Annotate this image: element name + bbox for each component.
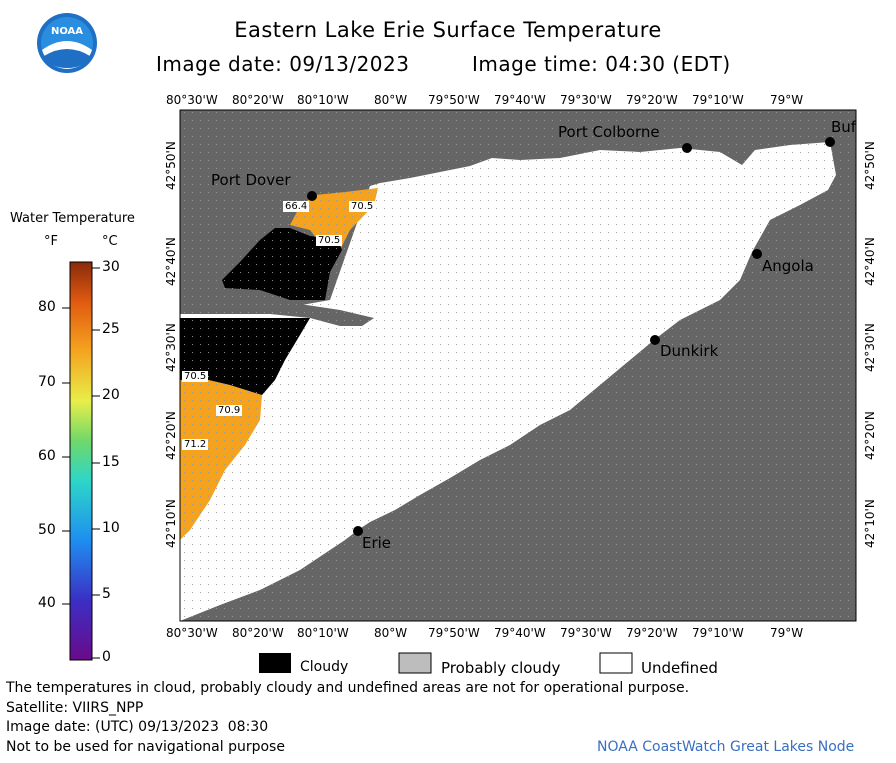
map-title: Eastern Lake Erie Surface Temperature	[234, 18, 662, 42]
lon-label: 79°W	[770, 93, 804, 107]
city-angola: Angola	[762, 257, 814, 275]
lon-label: 79°30'W	[560, 626, 612, 640]
buffalo-marker	[825, 137, 835, 147]
footer-utc-date: Image date: (UTC) 09/13/2023 08:30	[6, 719, 269, 735]
scale-c-tick: 0	[102, 649, 111, 665]
city-dunkirk: Dunkirk	[660, 342, 719, 360]
map-frame	[179, 109, 857, 622]
lon-label: 80°20'W	[232, 626, 284, 640]
lon-label: 79°40'W	[494, 93, 546, 107]
erie-marker	[353, 526, 363, 536]
footer-credit: NOAA CoastWatch Great Lakes Node	[597, 739, 855, 755]
city-buffalo: Buf	[831, 118, 857, 136]
lon-label: 79°20'W	[626, 93, 678, 107]
angola-marker	[752, 249, 762, 259]
scale-c-tick: 15	[102, 454, 120, 470]
lon-label: 79°30'W	[560, 93, 612, 107]
lon-label: 79°40'W	[494, 626, 546, 640]
grid-dots	[180, 110, 856, 621]
port-dover-marker	[307, 191, 317, 201]
legend-undefined-label: Undefined	[641, 659, 718, 677]
scale-ticks	[62, 267, 100, 659]
lon-label: 79°10'W	[692, 626, 744, 640]
legend-probably-cloudy-swatch	[398, 652, 432, 674]
lon-label: 79°W	[770, 626, 804, 640]
legend-cloudy-label: Cloudy	[300, 659, 349, 675]
lon-label: 80°W	[374, 93, 408, 107]
lon-label: 79°50'W	[428, 626, 480, 640]
scale-c-tick: 10	[102, 520, 120, 536]
scale-unit-c: °C	[102, 234, 118, 249]
lon-label: 79°20'W	[626, 626, 678, 640]
scale-c-tick: 20	[102, 387, 120, 403]
scale-f-tick: 50	[38, 522, 56, 538]
temp-label: 70.5	[349, 201, 376, 212]
legend-cloudy-swatch	[259, 653, 291, 673]
legend-undefined-swatch	[599, 652, 633, 674]
scale-c-tick: 30	[102, 259, 120, 275]
scale-f-tick: 70	[38, 374, 56, 390]
legend-probably-cloudy-label: Probably cloudy	[441, 659, 561, 677]
port-colborne-marker	[682, 143, 692, 153]
footer-disclaimer: The temperatures in cloud, probably clou…	[6, 680, 690, 696]
lon-label: 80°30'W	[166, 93, 218, 107]
scale-title: Water Temperature	[10, 211, 135, 226]
scale-f-tick: 60	[38, 448, 56, 464]
temp-label: 66.4	[283, 201, 310, 212]
lon-label: 80°20'W	[232, 93, 284, 107]
image-date: Image date: 09/13/2023	[156, 52, 410, 76]
color-scale-bar	[69, 261, 93, 661]
scale-c-tick: 25	[102, 321, 120, 337]
temp-label: 71.2	[182, 439, 209, 450]
image-time: Image time: 04:30 (EDT)	[472, 52, 731, 76]
lon-label: 80°10'W	[297, 93, 349, 107]
temp-label: 70.5	[182, 371, 209, 382]
temp-label: 70.5	[316, 235, 343, 246]
lon-label: 79°10'W	[692, 93, 744, 107]
lon-label: 80°W	[374, 626, 408, 640]
footer-navigation: Not to be used for navigational purpose	[6, 739, 285, 755]
noaa-logo: NOAA	[36, 12, 98, 74]
city-port-dover: Port Dover	[211, 171, 291, 189]
scale-f-tick: 40	[38, 595, 56, 611]
lon-label: 80°30'W	[166, 626, 218, 640]
temp-label: 70.9	[216, 405, 243, 416]
lon-label: 80°10'W	[297, 626, 349, 640]
lon-label: 79°50'W	[428, 93, 480, 107]
dunkirk-marker	[650, 335, 660, 345]
scale-unit-f: °F	[44, 234, 58, 249]
city-port-colborne: Port Colborne	[558, 123, 660, 141]
scale-c-tick: 5	[102, 586, 111, 602]
scale-f-tick: 80	[38, 299, 56, 315]
footer-satellite: Satellite: VIIRS_NPP	[6, 700, 144, 716]
city-erie: Erie	[362, 534, 392, 552]
noaa-logo-text: NOAA	[50, 26, 84, 37]
